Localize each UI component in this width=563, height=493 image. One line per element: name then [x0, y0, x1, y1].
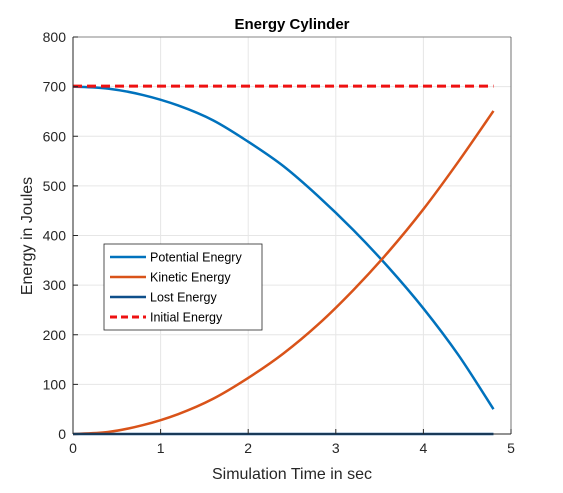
y-tick-label: 500	[43, 178, 67, 194]
y-tick-label: 300	[43, 277, 67, 293]
legend-label: Lost Energy	[150, 291, 217, 305]
x-tick-label: 5	[507, 440, 515, 456]
y-tick-label: 700	[43, 79, 67, 95]
x-tick-label: 1	[157, 440, 165, 456]
y-tick-label: 600	[43, 128, 67, 144]
legend-label: Potential Enegry	[150, 251, 242, 265]
legend: Potential Enegry Kinetic Energy Lost Energ…	[104, 244, 262, 330]
x-tick-label: 0	[69, 440, 77, 456]
chart-title: Energy Cylinder	[234, 16, 349, 33]
y-tick-label: 0	[58, 426, 66, 442]
y-tick-label: 200	[43, 327, 67, 343]
x-tick-label: 2	[244, 440, 252, 456]
y-tick-label: 100	[43, 376, 67, 392]
x-axis-label: Simulation Time in sec	[212, 466, 372, 483]
y-tick-label: 800	[43, 29, 67, 45]
x-tick-label: 3	[332, 440, 340, 456]
y-tick-label: 400	[43, 228, 67, 244]
y-axis-label: Energy in Joules	[19, 177, 36, 295]
legend-label: Initial Energy	[150, 311, 223, 325]
x-tick-label: 4	[420, 440, 428, 456]
legend-label: Kinetic Energy	[150, 271, 231, 285]
